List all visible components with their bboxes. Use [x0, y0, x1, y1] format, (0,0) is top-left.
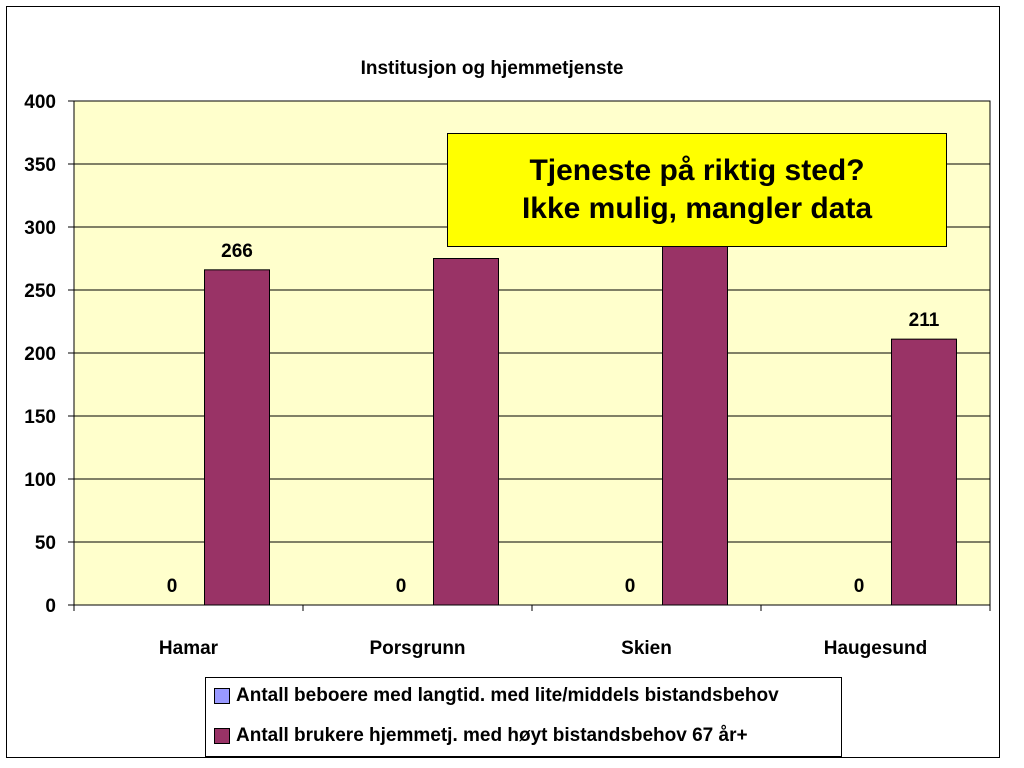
legend-item-brukere: Antall brukere hjemmetj. med høyt bistan…: [214, 725, 748, 747]
bar: [662, 230, 728, 606]
data-label: 0: [854, 576, 865, 597]
x-axis: Hamar Porsgrunn Skien Haugesund: [73, 605, 991, 659]
x-tick-label: Hamar: [159, 638, 219, 659]
y-tick-label: 250: [24, 281, 56, 302]
x-tick-label: Haugesund: [824, 638, 927, 659]
y-tick-label: 200: [24, 344, 56, 365]
y-axis: 0 50 100 150 200 250 300 350 400: [24, 92, 74, 617]
data-label: 0: [396, 576, 407, 597]
legend-label-beboere: Antall beboere med langtid. med lite/mid…: [236, 685, 779, 706]
callout-line-1: Tjeneste på riktig sted?: [529, 154, 865, 187]
data-label: 266: [221, 241, 253, 262]
y-tick-label: 100: [24, 470, 56, 491]
legend-label-brukere: Antall brukere hjemmetj. med høyt bistan…: [236, 725, 748, 746]
x-tick-label: Porsgrunn: [369, 638, 465, 659]
bar: [433, 258, 499, 606]
data-label: 0: [625, 576, 636, 597]
y-tick-label: 300: [24, 218, 56, 239]
bar: [891, 338, 957, 606]
bar: [204, 269, 270, 606]
y-tick-label: 0: [45, 596, 56, 617]
x-tick-label: Skien: [621, 638, 672, 659]
data-label: 0: [167, 576, 178, 597]
y-tick-label: 150: [24, 407, 56, 428]
callout-line-2: Ikke mulig, mangler data: [521, 192, 873, 225]
y-tick-label: 50: [35, 533, 56, 554]
legend: Antall beboere med langtid. med lite/mid…: [205, 677, 842, 757]
legend-swatch-beboere: [214, 688, 230, 704]
legend-swatch-brukere: [214, 728, 230, 744]
callout-box: Tjeneste på riktig sted? Ikke mulig, man…: [447, 133, 947, 247]
legend-item-beboere: Antall beboere med langtid. med lite/mid…: [214, 685, 779, 707]
bars: [204, 230, 957, 606]
chart-title: Institusjon og hjemmetjenste: [361, 58, 624, 79]
data-label: 211: [909, 310, 940, 331]
y-tick-label: 400: [24, 92, 56, 113]
y-tick-label: 350: [24, 155, 56, 176]
